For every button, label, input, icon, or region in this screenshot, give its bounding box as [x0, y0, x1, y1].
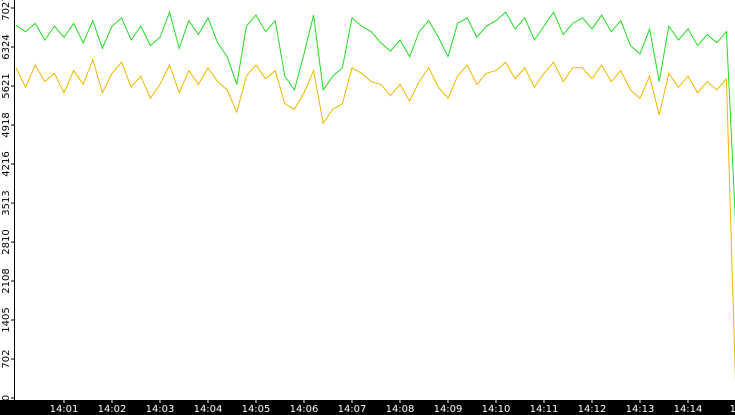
x-tick-label: 14:03 [146, 404, 175, 415]
y-tick-label: 5621 [1, 73, 12, 98]
series-line [15, 10, 735, 222]
series-line [15, 57, 735, 382]
x-tick-label: 14:14 [674, 404, 703, 415]
y-tick-label: 4918 [1, 112, 12, 137]
y-tick-label: 1405 [1, 307, 12, 332]
x-tick-label: 14:07 [338, 404, 367, 415]
x-tick-label: 14:13 [626, 404, 655, 415]
x-tick-label: 14:01 [50, 404, 79, 415]
y-tick-label: 2108 [1, 268, 12, 293]
x-tick-label: 14:08 [386, 404, 415, 415]
y-tick-label: 0 [1, 395, 12, 401]
y-tick-label: 702 [1, 349, 12, 368]
x-tick-label: 14:05 [242, 404, 271, 415]
y-tick-label: 4216 [1, 151, 12, 176]
x-axis-band [0, 400, 735, 415]
y-tick-label: 3513 [1, 190, 12, 215]
x-tick-label: 14:06 [290, 404, 319, 415]
y-tick-label: 6324 [1, 34, 12, 59]
x-tick-label: 14:12 [578, 404, 607, 415]
x-tick-label: 14 [730, 404, 735, 415]
x-tick-label: 14:02 [98, 404, 127, 415]
x-tick-label: 14:11 [530, 404, 559, 415]
y-tick-label: 7027 [1, 0, 12, 21]
x-tick-label: 14:09 [434, 404, 463, 415]
x-tick-label: 14:10 [482, 404, 511, 415]
x-tick-label: 14:04 [194, 404, 223, 415]
y-tick-label: 2810 [1, 229, 12, 254]
